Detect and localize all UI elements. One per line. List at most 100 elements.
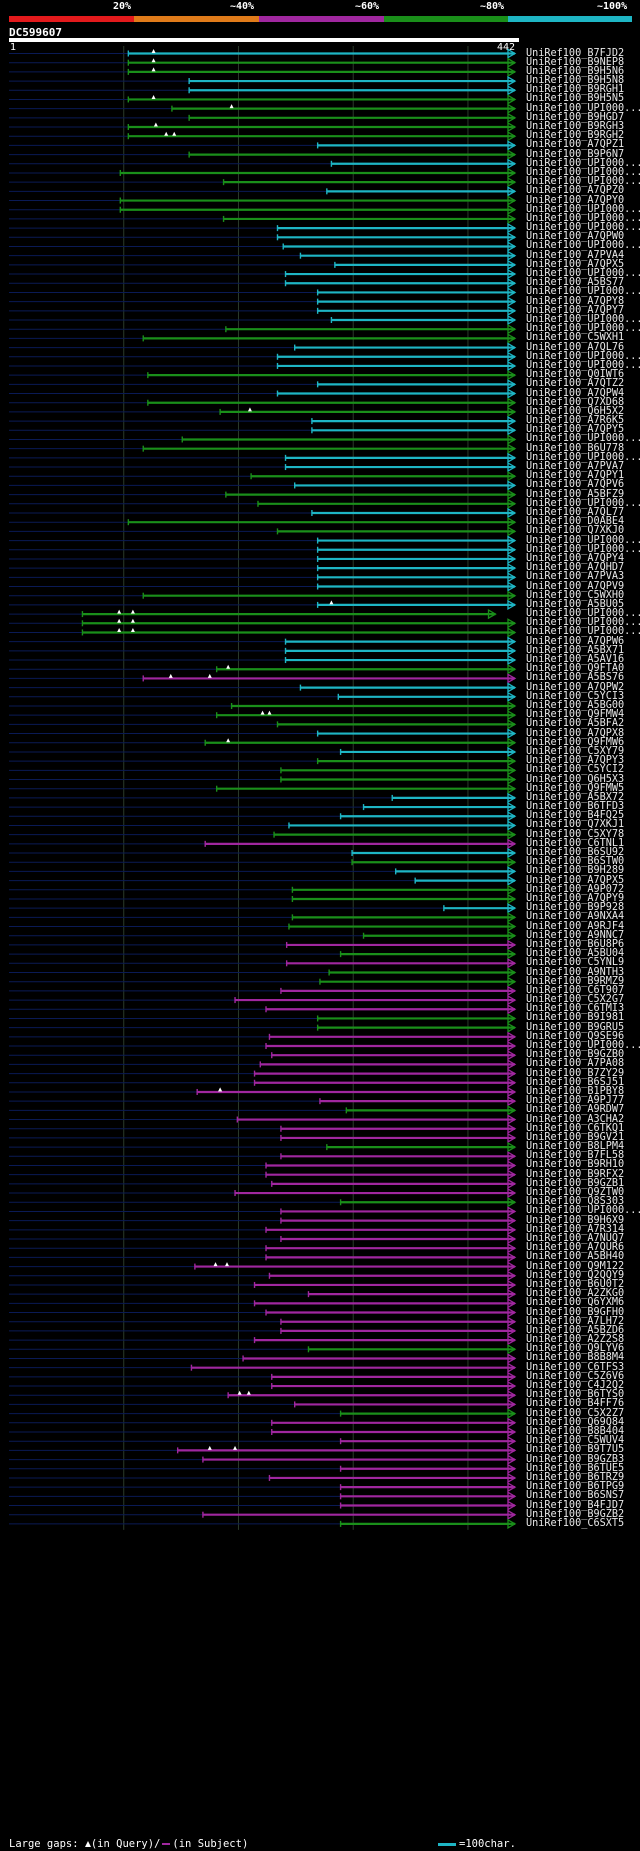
hit-accession-label[interactable]: UniRef100_B4FF76 <box>526 1398 625 1410</box>
hit-accession-label[interactable]: UniRef100_A5BS76 <box>526 672 625 684</box>
hit-accession-label[interactable]: UniRef100_C5Z6V6 <box>526 1370 625 1382</box>
hit-accession-label[interactable]: UniRef100_B8LPM4 <box>526 1141 625 1153</box>
hit-accession-label[interactable]: UniRef100_UPI000... <box>526 222 640 234</box>
hit-accession-label[interactable]: UniRef100_A5BS77 <box>526 277 625 289</box>
hit-accession-label[interactable]: UniRef100_B6STW0 <box>526 856 625 868</box>
hit-accession-label[interactable]: UniRef100_C6T907 <box>526 984 625 996</box>
hit-accession-label[interactable]: UniRef100_B6SU92 <box>526 847 625 859</box>
hit-accession-label[interactable]: UniRef100_A5BU04 <box>526 948 625 960</box>
hit-accession-label[interactable]: UniRef100_Q9M122 <box>526 1260 625 1272</box>
hit-accession-label[interactable]: UniRef100_B6TFD3 <box>526 801 625 813</box>
hit-accession-label[interactable]: UniRef100_A9RJF4 <box>526 920 625 932</box>
hit-accession-label[interactable]: UniRef100_C5YNL9 <box>526 957 625 969</box>
hit-accession-label[interactable]: UniRef100_UPI000... <box>526 543 640 555</box>
hit-accession-label[interactable]: UniRef100_B6U8P6 <box>526 938 625 950</box>
hit-accession-label[interactable]: UniRef100_A7R314 <box>526 1223 625 1235</box>
hit-accession-label[interactable]: UniRef100_B9H6X9 <box>526 1214 625 1226</box>
hit-accession-label[interactable]: UniRef100_Q7XKJ0 <box>526 525 625 537</box>
hit-accession-label[interactable]: UniRef100_B8B404 <box>526 1426 625 1437</box>
hit-accession-label[interactable]: UniRef100_A7QPZ1 <box>526 139 625 151</box>
hit-accession-label[interactable]: UniRef100_B9HGD7 <box>526 111 625 123</box>
hit-accession-label[interactable]: UniRef100_A7QPY5 <box>526 424 625 436</box>
hit-accession-label[interactable]: UniRef100_B9GFH0 <box>526 1306 625 1318</box>
hit-accession-label[interactable]: UniRef100_A9NNC7 <box>526 929 625 941</box>
hit-accession-label[interactable]: UniRef100_B9GV21 <box>526 1131 625 1143</box>
hit-accession-label[interactable]: UniRef100_B9H5N6 <box>526 65 625 77</box>
hit-accession-label[interactable]: UniRef100_Q0IWT6 <box>526 369 625 381</box>
hit-accession-label[interactable]: UniRef100_B1PBY8 <box>526 1085 625 1097</box>
hit-accession-label[interactable]: UniRef100_A9PJ77 <box>526 1095 625 1107</box>
hit-accession-label[interactable]: UniRef100_Q6H5X3 <box>526 773 625 785</box>
hit-accession-label[interactable]: UniRef100_UPI000... <box>526 617 640 629</box>
hit-accession-label[interactable]: UniRef100_UPI000... <box>526 626 640 638</box>
hit-accession-label[interactable]: UniRef100_B4FQ25 <box>526 810 625 822</box>
hit-accession-label[interactable]: UniRef100_A7PVA7 <box>526 461 625 473</box>
hit-accession-label[interactable]: UniRef100_B9RFX2 <box>526 1168 625 1180</box>
hit-accession-label[interactable]: UniRef100_A5BX72 <box>526 791 625 803</box>
hit-accession-label[interactable]: UniRef100_A5BX71 <box>526 644 625 656</box>
hit-accession-label[interactable]: UniRef100_UPI000... <box>526 166 640 178</box>
hit-accession-label[interactable]: UniRef100_A7QPZ0 <box>526 185 625 197</box>
hit-accession-label[interactable]: UniRef100_A9P072 <box>526 883 625 895</box>
hit-accession-label[interactable]: UniRef100_C4J2Q2 <box>526 1380 625 1392</box>
hit-accession-label[interactable]: UniRef100_UPI000... <box>526 1040 640 1052</box>
hit-accession-label[interactable]: UniRef100_A5BH40 <box>526 1251 625 1263</box>
hit-accession-label[interactable]: UniRef100_B9NEP8 <box>526 56 625 68</box>
hit-accession-label[interactable]: UniRef100_UPI000... <box>526 497 640 509</box>
hit-accession-label[interactable]: UniRef100_A7QPV6 <box>526 479 625 491</box>
hit-accession-label[interactable]: UniRef100_B9T7U5 <box>526 1444 625 1456</box>
hit-accession-label[interactable]: UniRef100_UPI000... <box>526 608 640 620</box>
hit-accession-label[interactable]: UniRef100_B7ZY29 <box>526 1067 625 1079</box>
hit-accession-label[interactable]: UniRef100_A7QPW6 <box>526 635 625 647</box>
hit-accession-label[interactable]: UniRef100_C5WUV4 <box>526 1435 625 1447</box>
hit-accession-label[interactable]: UniRef100_UPI000... <box>526 203 640 215</box>
hit-accession-label[interactable]: UniRef100_B9P6N7 <box>526 148 625 160</box>
hit-accession-label[interactable]: UniRef100_UPI000... <box>526 102 640 114</box>
hit-accession-label[interactable]: UniRef100_C5WXH1 <box>526 332 625 344</box>
hit-accession-label[interactable]: UniRef100_C5YCI3 <box>526 690 625 702</box>
hit-accession-label[interactable]: UniRef100_B9H289 <box>526 865 625 877</box>
hit-accession-label[interactable]: UniRef100_A5AV16 <box>526 654 625 666</box>
hit-accession-label[interactable]: UniRef100_B9GZB2 <box>526 1508 625 1520</box>
hit-accession-label[interactable]: UniRef100_A7R6K5 <box>526 415 625 427</box>
hit-accession-label[interactable]: UniRef100_D0ABE4 <box>526 516 625 528</box>
hit-accession-label[interactable]: UniRef100_C5XY78 <box>526 828 625 840</box>
hit-accession-label[interactable]: UniRef100_B9GZB1 <box>526 1177 625 1189</box>
hit-accession-label[interactable]: UniRef100_UPI000... <box>526 350 640 362</box>
hit-accession-label[interactable]: UniRef100_C5YCI2 <box>526 764 625 776</box>
hit-accession-label[interactable]: UniRef100_UPI000... <box>526 212 640 224</box>
hit-accession-label[interactable]: UniRef100_UPI000... <box>526 286 640 298</box>
hit-accession-label[interactable]: UniRef100_B6U778 <box>526 442 625 454</box>
hit-accession-label[interactable]: UniRef100_A7QPY3 <box>526 755 625 767</box>
hit-accession-label[interactable]: UniRef100_B9I981 <box>526 1012 625 1024</box>
hit-accession-label[interactable]: UniRef100_C6TMI3 <box>526 1003 625 1015</box>
hit-accession-label[interactable]: UniRef100_A5BU05 <box>526 598 625 610</box>
hit-accession-label[interactable]: UniRef100_Q9ZTW0 <box>526 1187 625 1199</box>
hit-accession-label[interactable]: UniRef100_B9RGH2 <box>526 130 625 142</box>
hit-accession-label[interactable]: UniRef100_Q69Q84 <box>526 1416 625 1428</box>
hit-accession-label[interactable]: UniRef100_Q6YXM6 <box>526 1297 625 1309</box>
hit-accession-label[interactable]: UniRef100_UPI000... <box>526 157 640 169</box>
hit-accession-label[interactable]: UniRef100_A7QHD7 <box>526 562 625 574</box>
hit-accession-label[interactable]: UniRef100_B9GRU5 <box>526 1021 625 1033</box>
hit-accession-label[interactable]: UniRef100_Q9FTA0 <box>526 663 625 675</box>
hit-accession-label[interactable]: UniRef100_B9RGH1 <box>526 84 625 96</box>
hit-accession-label[interactable]: UniRef100_A3CHA2 <box>526 1113 625 1125</box>
hit-accession-label[interactable]: UniRef100_A7QPY7 <box>526 304 625 316</box>
hit-accession-label[interactable]: UniRef100_B7FJD2 <box>526 47 625 59</box>
hit-accession-label[interactable]: UniRef100_Q9SE96 <box>526 1030 625 1042</box>
hit-accession-label[interactable]: UniRef100_Q9LYV6 <box>526 1343 625 1355</box>
hit-accession-label[interactable]: UniRef100_A7QPW4 <box>526 387 625 399</box>
hit-accession-label[interactable]: UniRef100_A5BZD6 <box>526 1324 625 1336</box>
hit-accession-label[interactable]: UniRef100_A7QUR6 <box>526 1242 625 1254</box>
hit-accession-label[interactable]: UniRef100_UPI000... <box>526 451 640 463</box>
hit-accession-label[interactable]: UniRef100_B6SJ51 <box>526 1076 625 1088</box>
hit-accession-label[interactable]: UniRef100_A7NUQ7 <box>526 1233 625 1244</box>
hit-accession-label[interactable]: UniRef100_A9NXA4 <box>526 911 625 923</box>
hit-accession-label[interactable]: UniRef100_B9RGH3 <box>526 121 625 133</box>
hit-accession-label[interactable]: UniRef100_A5BFA2 <box>526 718 625 730</box>
hit-accession-label[interactable]: UniRef100_C6TFS3 <box>526 1361 625 1373</box>
hit-accession-label[interactable]: UniRef100_B9H5N5 <box>526 93 625 105</box>
hit-accession-label[interactable]: UniRef100_B6U0T2 <box>526 1278 625 1290</box>
hit-accession-label[interactable]: UniRef100_A7QPY0 <box>526 194 625 206</box>
